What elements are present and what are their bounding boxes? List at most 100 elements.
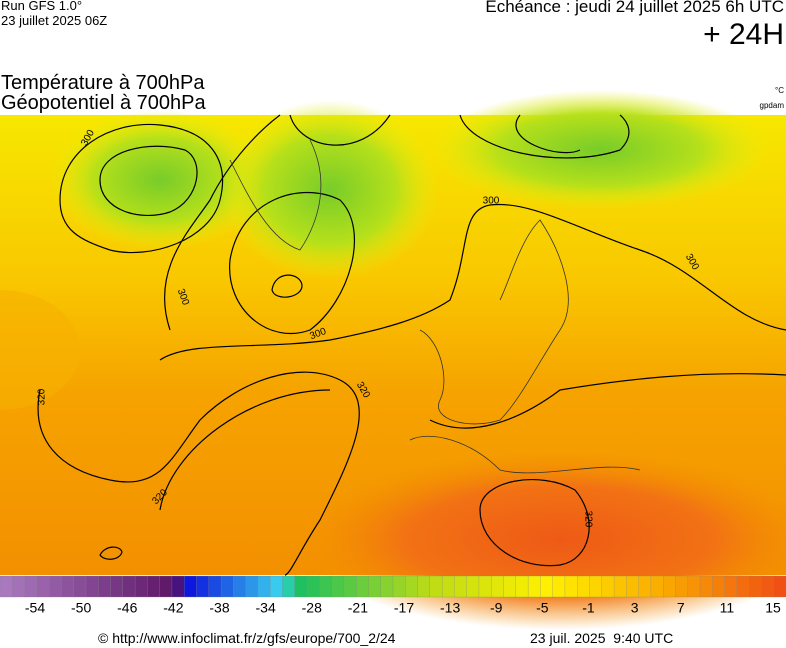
colorbar-swatch: [724, 575, 738, 598]
colorbar-swatch: [577, 575, 591, 598]
colorbar-swatch: [675, 575, 689, 598]
colorbar-swatch: [147, 575, 161, 598]
colorbar-swatch: [613, 575, 627, 598]
colorbar-swatch: [134, 575, 149, 598]
colorbar-swatch: [540, 575, 554, 598]
colorbar-label: 7: [677, 600, 685, 616]
colorbar-swatch: [12, 575, 26, 598]
colorbar-swatch: [687, 575, 701, 598]
colorbar-swatch: [122, 575, 136, 598]
colorbar-swatch: [712, 575, 726, 598]
colorbar-swatch: [749, 575, 763, 598]
colorbar-swatch: [159, 575, 173, 598]
colorbar-swatch: [773, 575, 786, 598]
colorbar-swatch: [24, 575, 38, 598]
lead-time: + 24H: [703, 18, 784, 51]
colorbar-swatch: [466, 575, 480, 598]
title: Température à 700hPa: [1, 72, 205, 94]
colorbar-swatch: [36, 575, 50, 598]
source: © http://www.infoclimat.fr/z/gfs/europe/…: [98, 630, 396, 646]
unit: °C: [775, 86, 784, 95]
colorbar-swatch: [61, 575, 75, 598]
colorbar-swatch: [417, 575, 431, 598]
colorbar-label: -17: [394, 600, 414, 616]
colorbar-swatch: [552, 575, 566, 598]
colorbar-swatch: [220, 575, 234, 598]
colorbar-swatch: [589, 575, 603, 598]
unit: gpdam: [759, 101, 784, 110]
colorbar-swatch: [626, 575, 640, 598]
model: Run GFS 1.0°: [1, 0, 83, 13]
colorbar-label: -34: [256, 600, 276, 616]
colorbar-swatch: [98, 575, 112, 598]
date: 23 juil. 2025 9:40 UTC: [530, 630, 674, 646]
colorbar-swatch: [331, 575, 345, 598]
colorbar-swatch: [429, 575, 443, 598]
run: 23 juillet 2025 06Z: [1, 13, 108, 28]
colorbar-label: -21: [348, 600, 368, 616]
colorbar-swatch: [503, 575, 517, 598]
colorbar-label: 11: [720, 600, 735, 616]
cold-area: [220, 100, 440, 280]
colorbar-swatch: [736, 575, 750, 598]
forecast: Echéance : jeudi 24 juillet 2025 6h UTC: [485, 0, 784, 16]
colorbar-swatch: [196, 575, 210, 598]
colorbar-swatch: [208, 575, 222, 598]
colorbar-swatch: [650, 575, 664, 598]
colorbar-swatch: [454, 575, 468, 598]
colorbar-label: -9: [490, 600, 503, 616]
colorbar-swatch: [638, 575, 652, 598]
contours: [37, 114, 786, 576]
colorbar-swatch: [319, 575, 333, 598]
colorbar-swatch: [601, 575, 615, 598]
cold-area: [430, 90, 770, 210]
colorbar-label: -13: [440, 600, 460, 616]
colorbar-label: -46: [117, 600, 137, 616]
colorbar-label: -5: [536, 600, 549, 616]
colorbar-swatch: [48, 575, 63, 598]
colorbar-swatch: [294, 575, 308, 598]
colorbar-label: -1: [582, 600, 595, 616]
colorbar-swatch: [368, 575, 382, 598]
colorbar-swatch: [233, 575, 247, 598]
colorbar-swatch: [0, 575, 13, 598]
colorbar-swatch: [491, 575, 505, 598]
colorbar-swatch: [392, 575, 406, 598]
colorbar-swatch: [257, 575, 271, 598]
contour-label: 320: [37, 388, 48, 405]
colorbar-swatch: [85, 575, 99, 598]
colorbar-swatch: [527, 575, 542, 598]
colorbar-swatch: [245, 575, 259, 598]
colorbar-swatch: [110, 575, 124, 598]
colorbar-swatch: [380, 575, 394, 598]
colorbar-label: -50: [71, 600, 91, 616]
colorbar-swatch: [282, 575, 296, 598]
colorbar-swatch: [699, 575, 713, 598]
colorbar-label: 15: [765, 600, 781, 616]
colorbar-swatch: [270, 575, 284, 598]
colorbar-swatch: [564, 575, 578, 598]
contour-label: 320: [582, 511, 593, 528]
colorbar-swatch: [343, 575, 357, 598]
warm-area: [0, 290, 80, 410]
colorbar-label: -42: [163, 600, 183, 616]
colorbar-swatch: [405, 575, 419, 598]
colorbar-label: -38: [209, 600, 229, 616]
coastlines: [229, 139, 641, 474]
colorbar-swatch: [356, 575, 370, 598]
colorbar-swatch: [171, 575, 185, 598]
colorbar-swatch: [515, 575, 529, 598]
colorbar-label: 3: [631, 600, 639, 616]
colorbar-swatch: [73, 575, 87, 598]
colorbar-swatch: [478, 575, 492, 598]
colorbar-label: -54: [25, 600, 45, 616]
contour-label: 300: [483, 196, 500, 207]
cold-area: [50, 110, 270, 250]
colorbar-swatch: [441, 575, 456, 598]
colorbar-swatch: [184, 575, 198, 598]
colorbar-swatch: [761, 575, 775, 598]
colorbar-swatch: [306, 575, 320, 598]
colorbar-label: -28: [302, 600, 322, 616]
